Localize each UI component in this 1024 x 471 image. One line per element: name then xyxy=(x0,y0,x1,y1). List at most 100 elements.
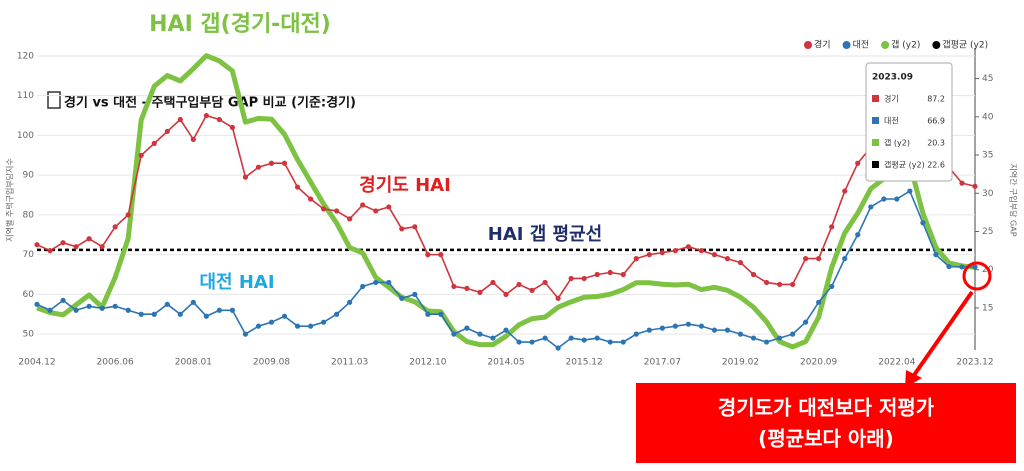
data-point xyxy=(776,281,783,288)
data-point xyxy=(620,339,626,345)
data-point xyxy=(321,319,327,325)
data-point xyxy=(34,242,40,248)
data-point xyxy=(373,279,379,286)
x-tick-label: 2009.08 xyxy=(253,358,290,368)
data-point xyxy=(203,112,209,119)
tooltip-value: 22.6 xyxy=(927,161,945,170)
title-icon xyxy=(47,91,61,109)
plot: 5060708090100110120152025303540452004.12… xyxy=(17,48,994,368)
x-tick-label: 2022.04 xyxy=(878,358,915,368)
data-point xyxy=(750,271,757,278)
data-point xyxy=(255,164,262,170)
data-point xyxy=(477,331,483,337)
tooltip-swatch xyxy=(872,161,879,168)
y-tick-label: 70 xyxy=(23,250,35,260)
tooltip-swatch xyxy=(872,95,879,102)
data-point xyxy=(151,140,157,146)
data-point xyxy=(281,313,288,319)
data-point xyxy=(490,279,496,286)
data-point xyxy=(360,283,366,290)
data-point xyxy=(321,206,327,212)
x-tick-label: 2017.07 xyxy=(644,358,681,368)
data-point xyxy=(360,202,366,208)
data-point xyxy=(294,323,301,329)
data-point xyxy=(138,311,144,317)
data-point xyxy=(881,196,887,202)
data-point xyxy=(855,160,861,166)
data-point xyxy=(99,305,105,311)
legend-label: 대전 xyxy=(853,40,870,51)
tooltip-name: 갭 (y2) xyxy=(884,138,910,148)
data-point xyxy=(438,311,444,317)
data-point xyxy=(190,136,196,142)
data-point xyxy=(698,323,705,329)
data-point xyxy=(334,311,340,317)
data-point xyxy=(412,291,418,297)
x-tick-label: 2012.10 xyxy=(409,358,446,368)
data-point xyxy=(125,307,131,313)
data-point xyxy=(464,285,470,292)
data-point xyxy=(503,291,509,297)
data-point xyxy=(307,323,314,329)
data-point xyxy=(203,313,209,319)
x-tick-label: 2023.12 xyxy=(956,358,993,368)
data-point xyxy=(581,337,587,343)
annotation: 경기도 HAI xyxy=(359,175,451,196)
data-point xyxy=(855,232,861,238)
tooltip-box xyxy=(865,62,953,182)
data-point xyxy=(737,259,744,266)
x-tick-label: 2004.12 xyxy=(18,358,55,368)
data-point xyxy=(425,311,431,317)
data-point xyxy=(607,269,613,276)
data-point xyxy=(516,281,522,288)
data-point xyxy=(503,327,509,333)
data-point xyxy=(620,271,626,278)
data-point xyxy=(177,116,183,123)
data-point xyxy=(672,248,678,254)
data-point xyxy=(451,331,457,337)
data-point xyxy=(307,196,314,202)
data-point xyxy=(438,252,444,258)
data-point xyxy=(229,124,236,131)
data-point xyxy=(685,321,691,327)
x-tick-label: 2019.02 xyxy=(722,358,759,368)
data-point xyxy=(724,256,731,262)
data-point xyxy=(477,289,483,295)
data-point xyxy=(933,252,939,258)
y2-tick-label: 15 xyxy=(982,303,993,313)
data-point xyxy=(229,307,236,313)
data-point xyxy=(268,160,275,166)
tooltip-title: 2023.09 xyxy=(872,73,913,83)
data-point xyxy=(776,335,783,341)
data-point xyxy=(607,339,613,345)
y2-tick-label: 25 xyxy=(982,227,993,237)
data-point xyxy=(216,307,222,313)
data-point xyxy=(842,256,848,262)
data-point xyxy=(47,248,53,254)
data-point xyxy=(711,252,718,258)
data-point xyxy=(451,283,457,290)
highlight-circle xyxy=(962,261,992,291)
data-point xyxy=(790,331,796,337)
x-tick-label: 2008.01 xyxy=(175,358,212,368)
data-point xyxy=(711,327,718,333)
y2-tick-label: 35 xyxy=(982,151,993,161)
data-point xyxy=(242,174,249,180)
data-point xyxy=(516,339,522,345)
data-point xyxy=(138,152,144,158)
data-point xyxy=(164,301,170,307)
data-point xyxy=(633,256,639,262)
y2-axis-label: 지역간 구입부담 GAP xyxy=(1009,163,1019,236)
data-point xyxy=(568,275,574,282)
data-point xyxy=(972,264,978,270)
legend-label: 갭 (y2) xyxy=(891,39,920,51)
data-point xyxy=(894,196,900,202)
data-point xyxy=(529,339,535,345)
series-line xyxy=(36,53,976,350)
x-tick-label: 2011.03 xyxy=(331,358,368,368)
data-point xyxy=(399,226,405,232)
tooltip-name: 경기 xyxy=(884,94,899,104)
data-point xyxy=(151,311,157,317)
data-point xyxy=(829,283,835,290)
